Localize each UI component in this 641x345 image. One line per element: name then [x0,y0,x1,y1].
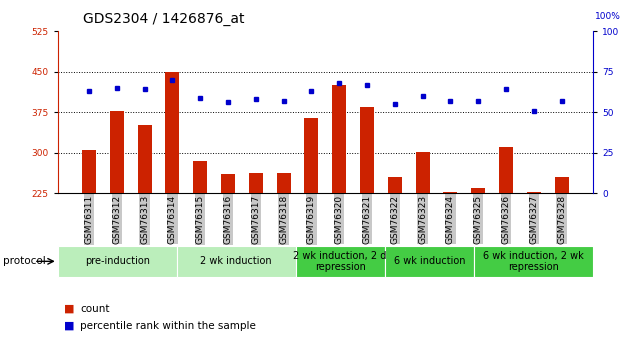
Bar [58,246,177,277]
Bar [177,246,296,277]
Text: pre-induction: pre-induction [85,256,149,266]
Text: 2 wk induction: 2 wk induction [200,256,272,266]
Bar [138,125,151,315]
Bar [471,188,485,315]
Bar [554,177,569,315]
Bar [304,118,319,315]
Bar [277,172,290,315]
Text: 2 wk induction, 2 d
repression: 2 wk induction, 2 d repression [294,250,387,272]
Text: ■: ■ [64,321,74,331]
Bar [110,110,124,315]
Bar [444,191,458,315]
Bar [82,150,96,315]
Bar [385,246,474,277]
Bar [165,71,179,315]
Bar [249,173,263,315]
Bar [527,191,541,315]
Bar [474,246,593,277]
Bar [221,174,235,315]
Bar [332,85,346,315]
Bar [415,151,429,315]
Text: count: count [80,304,110,314]
Text: GDS2304 / 1426876_at: GDS2304 / 1426876_at [83,12,245,26]
Bar [388,177,402,315]
Text: ■: ■ [64,304,74,314]
Text: 6 wk induction, 2 wk
repression: 6 wk induction, 2 wk repression [483,250,584,272]
Bar [360,107,374,315]
Text: 6 wk induction: 6 wk induction [394,256,465,266]
Bar [193,161,207,315]
Bar [296,246,385,277]
Text: percentile rank within the sample: percentile rank within the sample [80,321,256,331]
Bar [499,147,513,315]
Text: 100%: 100% [595,12,620,21]
Text: protocol: protocol [3,256,46,266]
